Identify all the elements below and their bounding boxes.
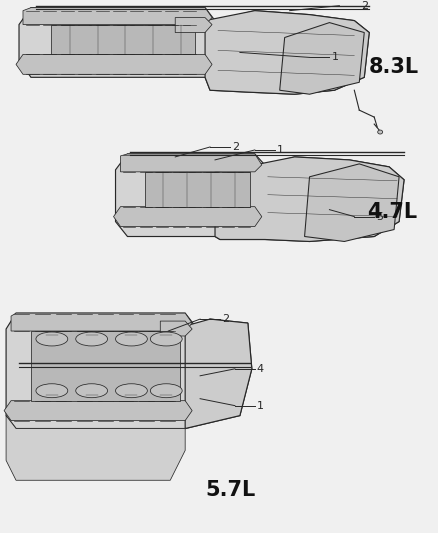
Ellipse shape — [378, 130, 383, 134]
Polygon shape — [51, 25, 195, 54]
Polygon shape — [304, 164, 399, 241]
Text: 1: 1 — [277, 145, 284, 155]
Text: 2: 2 — [222, 314, 229, 324]
Polygon shape — [6, 416, 185, 480]
Polygon shape — [145, 172, 250, 207]
Text: 2: 2 — [361, 1, 368, 11]
Polygon shape — [175, 18, 212, 33]
Polygon shape — [160, 321, 192, 336]
Polygon shape — [16, 54, 212, 74]
Ellipse shape — [36, 384, 68, 398]
Text: 8.3L: 8.3L — [369, 58, 419, 77]
Polygon shape — [23, 7, 212, 25]
Polygon shape — [113, 207, 262, 227]
Polygon shape — [31, 331, 180, 401]
Polygon shape — [19, 7, 369, 94]
Ellipse shape — [150, 332, 182, 346]
Ellipse shape — [150, 384, 182, 398]
Polygon shape — [4, 401, 192, 421]
Ellipse shape — [36, 332, 68, 346]
Text: 2: 2 — [232, 142, 239, 152]
Polygon shape — [205, 11, 369, 94]
Text: 5: 5 — [376, 212, 383, 222]
Text: 4: 4 — [257, 364, 264, 374]
Polygon shape — [6, 313, 252, 429]
Text: 4.7L: 4.7L — [367, 201, 417, 222]
Ellipse shape — [76, 332, 108, 346]
Ellipse shape — [116, 384, 147, 398]
Polygon shape — [215, 157, 404, 241]
Polygon shape — [185, 319, 252, 429]
Polygon shape — [120, 154, 262, 172]
Polygon shape — [11, 313, 192, 331]
Text: 1: 1 — [257, 401, 264, 410]
Ellipse shape — [116, 332, 147, 346]
Polygon shape — [116, 154, 404, 241]
Text: 5.7L: 5.7L — [205, 480, 255, 500]
Text: 1: 1 — [332, 52, 339, 62]
Polygon shape — [280, 22, 364, 94]
Ellipse shape — [76, 384, 108, 398]
